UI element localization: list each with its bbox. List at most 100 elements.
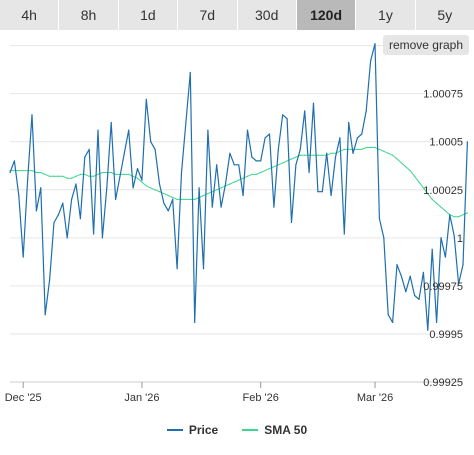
sma-50-line-point — [207, 193, 209, 195]
legend-item-sma-50[interactable]: SMA 50 — [242, 423, 307, 437]
sma-50-line-point — [150, 187, 152, 189]
price-line-point — [242, 194, 244, 197]
sma-line-swatch — [242, 429, 259, 431]
sma-50-line-point — [123, 173, 125, 175]
price-line-point — [339, 137, 341, 139]
x-axis-labels: Dec '25 Jan '26 Feb '26 Mar '26 — [5, 392, 393, 404]
price-line-point — [79, 218, 81, 220]
y-tick-label: 0.9995 — [429, 329, 463, 341]
legend-label-price: Price — [188, 423, 219, 437]
price-line-point — [207, 129, 209, 131]
price-line-point — [356, 137, 359, 139]
price-line-point — [106, 187, 108, 189]
price-line-point — [295, 164, 297, 166]
sma-50-series — [9, 146, 468, 218]
price-line-point — [286, 118, 288, 120]
price-line-point — [167, 210, 169, 212]
range-5y-button[interactable]: 5y — [415, 0, 474, 30]
sma-50-line-point — [163, 193, 165, 195]
price-line-point — [35, 210, 37, 212]
sma-50-line-point — [374, 146, 376, 149]
price-line-point — [136, 168, 139, 170]
range-120d-button[interactable]: 120d — [296, 0, 357, 30]
grid-lines — [10, 45, 463, 383]
sma-50-line-point — [356, 148, 359, 151]
price-line-point — [378, 218, 381, 220]
price-line-point — [282, 114, 284, 116]
range-1d-button[interactable]: 1d — [118, 0, 179, 30]
price-line-point — [317, 191, 319, 193]
sma-50-line-point — [409, 169, 411, 172]
y-axis-labels: 0.99925 0.9995 0.99975 1 1.00025 1.0005 1.0007… — [423, 41, 463, 389]
sma-50-line-point — [97, 173, 99, 175]
x-ticks — [22, 382, 376, 388]
range-1y-button[interactable]: 1y — [356, 0, 416, 30]
sma-50-line-point — [264, 169, 266, 172]
sma-50-line-point — [462, 214, 464, 216]
price-line-point — [418, 298, 420, 300]
price-line-point — [158, 183, 161, 185]
range-30d-button[interactable]: 30d — [237, 0, 297, 30]
sma-50-line-point — [286, 160, 288, 162]
price-line-point — [9, 171, 11, 174]
sma-50-line-point — [321, 154, 323, 156]
x-tick-label: Dec '25 — [5, 392, 42, 404]
sma-50-line-point — [48, 175, 51, 177]
range-7d-button[interactable]: 7d — [178, 0, 238, 30]
sma-50-line-point — [176, 198, 178, 200]
sma-50-line-point — [427, 193, 429, 195]
y-tick-label: 0.99975 — [423, 281, 463, 293]
sma-50-line-point — [317, 154, 319, 156]
range-4h-button[interactable]: 4h — [0, 0, 60, 30]
sma-50-line-point — [436, 202, 438, 204]
sma-50-line-point — [194, 198, 196, 200]
price-line-point — [361, 133, 363, 135]
sma-50-line-point — [202, 194, 205, 197]
price-line-point — [466, 141, 468, 143]
price-line-point — [462, 264, 464, 266]
legend-item-price[interactable]: Price — [166, 423, 219, 437]
sma-50-line-point — [343, 148, 345, 151]
price-line-point — [383, 237, 385, 239]
price-line-point — [145, 98, 147, 101]
sma-50-line-point — [418, 181, 420, 183]
price-line-point — [370, 60, 372, 62]
price-line-point — [57, 214, 59, 216]
price-line-point — [53, 221, 55, 224]
price-line-point — [365, 110, 367, 112]
price-line-point — [251, 156, 253, 158]
sma-50-line-point — [57, 175, 59, 177]
price-line-point — [343, 233, 345, 235]
price-line-point — [44, 314, 46, 316]
price-line-point — [273, 206, 275, 208]
range-8h-button[interactable]: 8h — [59, 0, 119, 30]
sma-50-line-point — [128, 173, 130, 175]
remove-graph-button[interactable]: remove graph — [382, 35, 469, 55]
price-line-point — [233, 164, 235, 166]
sma-50-line-point — [40, 171, 42, 174]
sma-50-line-point — [365, 146, 367, 149]
sma-50-line-point — [290, 158, 293, 160]
price-line-point — [387, 314, 389, 316]
price-line-point — [180, 171, 183, 174]
sma-50-line-point — [172, 196, 174, 199]
price-line-point — [299, 148, 301, 151]
price-line-point — [66, 237, 68, 239]
sma-50-line-point — [66, 177, 68, 179]
sma-50-line-point — [84, 173, 86, 175]
price-line-point — [150, 141, 152, 143]
sma-50-line-point — [53, 175, 55, 177]
sma-50-line-point — [431, 198, 433, 200]
price-line-point — [264, 137, 266, 139]
sma-50-line-point — [295, 156, 297, 158]
price-line-point — [330, 194, 332, 197]
price-line-point — [431, 248, 433, 250]
sma-50-line-point — [348, 148, 350, 151]
y-tick-label: 1 — [457, 233, 463, 245]
sma-50-line-point — [106, 171, 108, 174]
price-line-point — [88, 148, 90, 151]
price-line-point — [444, 256, 447, 258]
price-line-point — [185, 121, 187, 124]
price-line-point — [22, 256, 24, 258]
price-line-point — [449, 214, 451, 216]
